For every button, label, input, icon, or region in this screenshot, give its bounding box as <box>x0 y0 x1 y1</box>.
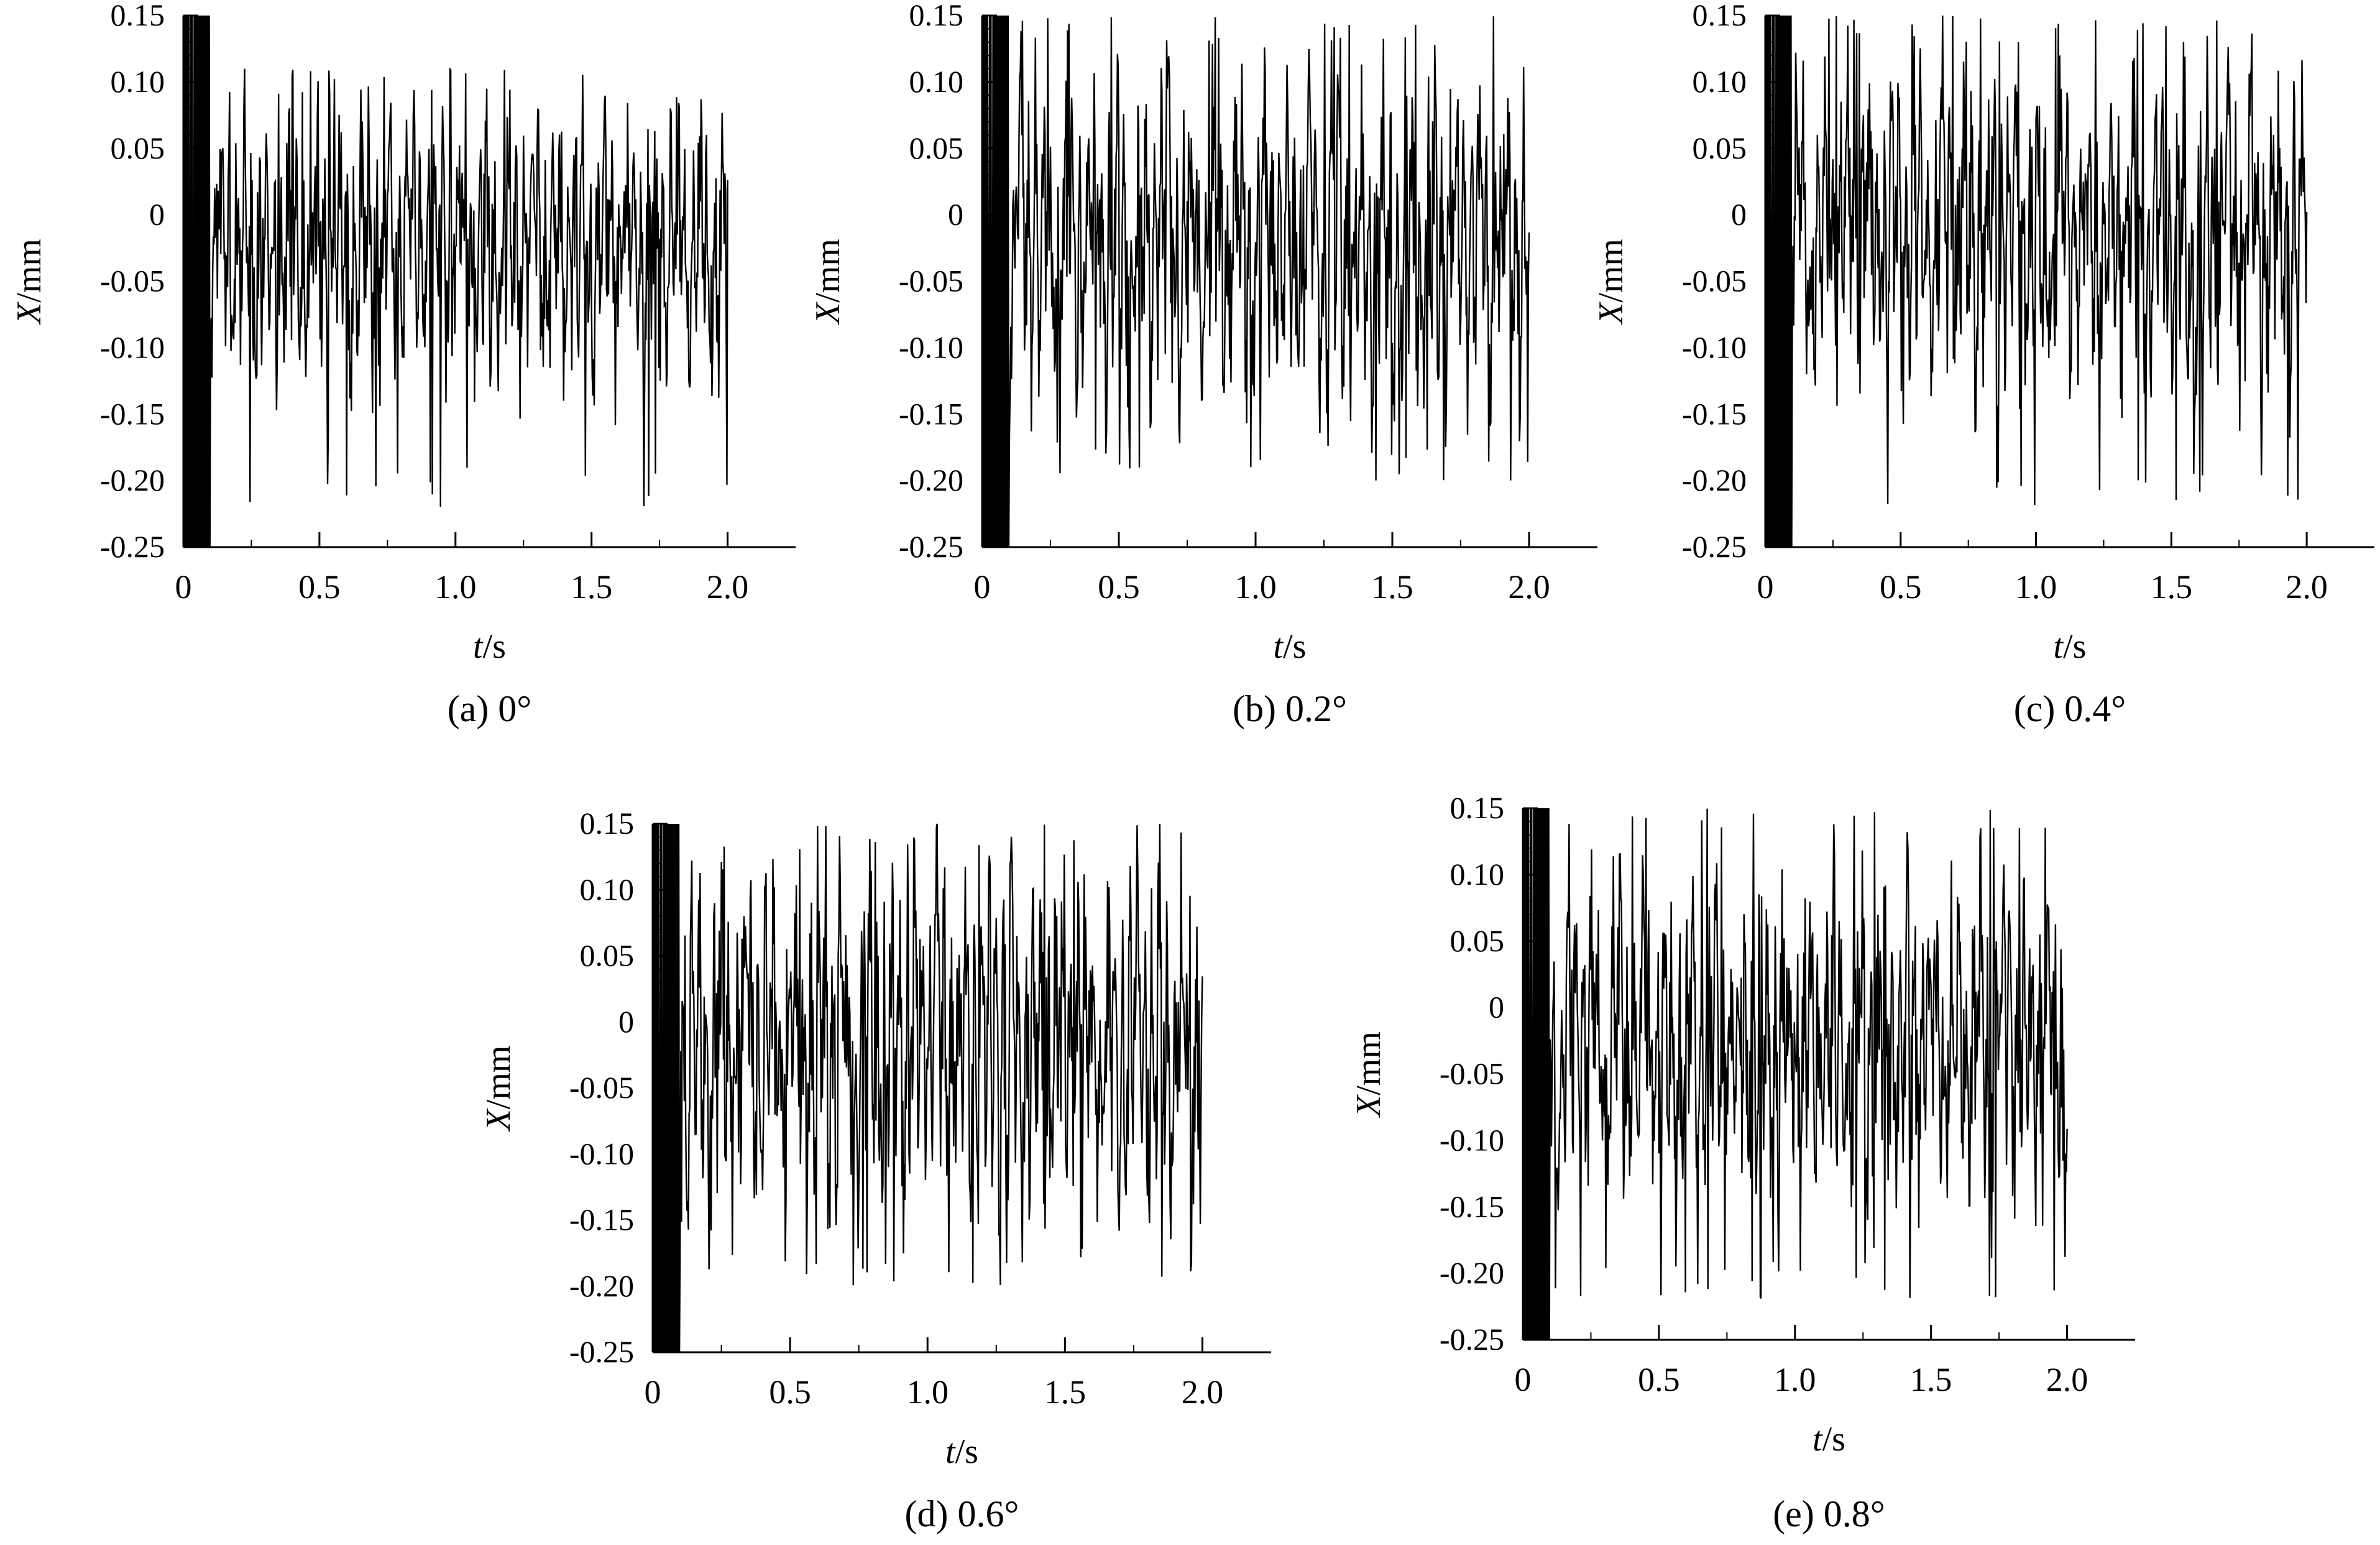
y-tick-label: 0.10 <box>1450 857 1505 892</box>
y-tick-label: -0.05 <box>899 264 963 298</box>
y-tick-label: -0.15 <box>100 396 165 431</box>
x-tick-label: 2.0 <box>707 568 749 606</box>
x-tick-label: 2.0 <box>1508 568 1550 606</box>
y-tick-label: -0.10 <box>899 330 963 364</box>
y-tick-label: -0.15 <box>569 1202 634 1237</box>
y-tick-label: 0.15 <box>1450 790 1505 825</box>
x-tick-label: 0 <box>1757 568 1774 606</box>
x-axis-label: t/s <box>1813 1420 1845 1459</box>
y-tick-label: -0.25 <box>569 1334 634 1369</box>
x-tick-label: 1.5 <box>1371 568 1413 606</box>
y-tick-label: 0.15 <box>111 0 165 32</box>
y-tick-label: 0.05 <box>1450 923 1505 958</box>
y-tick-label: -0.05 <box>1682 264 1747 298</box>
panel-caption: (c) 0.4° <box>2014 688 2126 729</box>
y-tick-label: -0.25 <box>899 529 963 564</box>
chart-panel-2: 0.15 0.10 0.05 0 -0.05 -0.10 -0.15 -0.20 -0.25 0 0… <box>809 0 1597 729</box>
panel-caption: (d) 0.6° <box>905 1493 1019 1534</box>
y-tick-label: 0.15 <box>909 0 964 32</box>
x-axis-label: t/s <box>945 1432 978 1471</box>
y-axis-label: X/mm <box>10 239 48 325</box>
y-tick-label: 0 <box>1731 197 1747 232</box>
x-tick-label: 1.5 <box>1044 1373 1087 1411</box>
y-axis-label: X/mm <box>1349 1031 1388 1118</box>
x-tick-label: 1.0 <box>906 1373 949 1411</box>
y-tick-label: 0.10 <box>111 64 165 99</box>
y-tick-label: -0.15 <box>899 396 963 431</box>
chart-panel-1: 0.15 0.10 0.05 0 -0.05 -0.10 -0.15 -0.20 -0.25 0 0… <box>10 0 796 729</box>
series-line <box>182 15 728 548</box>
y-axis-label: X/mm <box>809 239 847 325</box>
x-tick-label: 2.0 <box>1182 1373 1224 1411</box>
y-tick-label: -0.25 <box>1682 529 1747 564</box>
y-tick-label: -0.15 <box>1682 396 1747 431</box>
x-tick-label: 1.0 <box>434 568 477 606</box>
y-tick-label: -0.10 <box>100 330 165 364</box>
y-tick-label: -0.20 <box>899 463 963 497</box>
chart-panel-3: 0.15 0.10 0.05 0 -0.05 -0.10 -0.15 -0.20 -0.25 0 0… <box>1592 0 2374 729</box>
series-line <box>651 823 1203 1354</box>
y-tick-label: 0 <box>618 1004 634 1039</box>
x-tick-label: 1.0 <box>1234 568 1277 606</box>
y-tick-label: -0.15 <box>1440 1189 1504 1224</box>
y-tick-label: 0.10 <box>1693 64 1747 99</box>
x-axis-label: t/s <box>473 627 506 666</box>
y-tick-label: 0.15 <box>580 806 635 841</box>
y-tick-label: 0 <box>149 197 165 232</box>
y-tick-label: -0.10 <box>1682 330 1747 364</box>
chart-panel-4: 0.15 0.10 0.05 0 -0.05 -0.10 -0.15 -0.20 -0.25 0 0… <box>479 806 1271 1534</box>
x-tick-label: 1.5 <box>1910 1361 1952 1398</box>
y-tick-label: 0.10 <box>909 64 964 99</box>
chart-panel-5: 0.15 0.10 0.05 0 -0.05 -0.10 -0.15 -0.20 -0.25 0 0… <box>1349 790 2135 1534</box>
y-tick-label: 0.05 <box>111 131 165 165</box>
y-tick-label: 0.15 <box>1693 0 1747 32</box>
y-tick-label: -0.05 <box>569 1070 634 1105</box>
x-tick-label: 0.5 <box>1638 1361 1680 1398</box>
x-axis-label: t/s <box>1274 627 1307 666</box>
x-tick-label: 1.5 <box>571 568 613 606</box>
panel-caption: (b) 0.2° <box>1233 688 1347 729</box>
x-tick-label: 0.5 <box>1098 568 1140 606</box>
y-tick-label: -0.10 <box>1440 1122 1504 1157</box>
y-axis-label: X/mm <box>479 1046 518 1132</box>
y-tick-label: -0.20 <box>1682 463 1747 497</box>
y-tick-label: 0.05 <box>580 938 635 973</box>
x-tick-label: 2.0 <box>2286 568 2328 606</box>
y-tick-label: -0.05 <box>100 264 165 298</box>
y-tick-label: 0.05 <box>1693 131 1747 165</box>
x-tick-label: 0 <box>175 568 192 606</box>
x-tick-label: 0.5 <box>1880 568 1922 606</box>
x-tick-label: 1.0 <box>2015 568 2057 606</box>
x-tick-label: 0.5 <box>769 1373 811 1411</box>
y-tick-label: -0.25 <box>100 529 165 564</box>
y-tick-label: 0 <box>1489 990 1504 1025</box>
x-tick-label: 0 <box>974 568 991 606</box>
y-tick-label: -0.05 <box>1440 1056 1504 1091</box>
x-tick-label: 1.0 <box>1774 1361 1816 1398</box>
y-axis-label: X/mm <box>1592 239 1630 325</box>
y-tick-label: -0.20 <box>100 463 165 497</box>
series-line <box>1522 808 2068 1341</box>
y-tick-label: 0.10 <box>580 872 635 906</box>
x-tick-label: 0.5 <box>298 568 341 606</box>
series-line <box>1764 15 2308 548</box>
y-tick-label: 0.05 <box>909 131 964 165</box>
y-tick-label: -0.20 <box>1440 1255 1504 1290</box>
y-tick-label: -0.25 <box>1440 1322 1504 1357</box>
x-axis-label: t/s <box>2054 627 2087 666</box>
x-tick-label: 2.0 <box>2046 1361 2088 1398</box>
series-line <box>981 15 1530 548</box>
x-tick-label: 1.5 <box>2151 568 2193 606</box>
panel-caption: (a) 0° <box>448 688 532 729</box>
y-tick-label: -0.10 <box>569 1136 634 1171</box>
y-tick-label: -0.20 <box>569 1268 634 1303</box>
x-tick-label: 0 <box>645 1373 661 1411</box>
y-tick-label: 0 <box>948 197 963 232</box>
x-tick-label: 0 <box>1515 1361 1532 1398</box>
panel-caption: (e) 0.8° <box>1773 1493 1885 1534</box>
